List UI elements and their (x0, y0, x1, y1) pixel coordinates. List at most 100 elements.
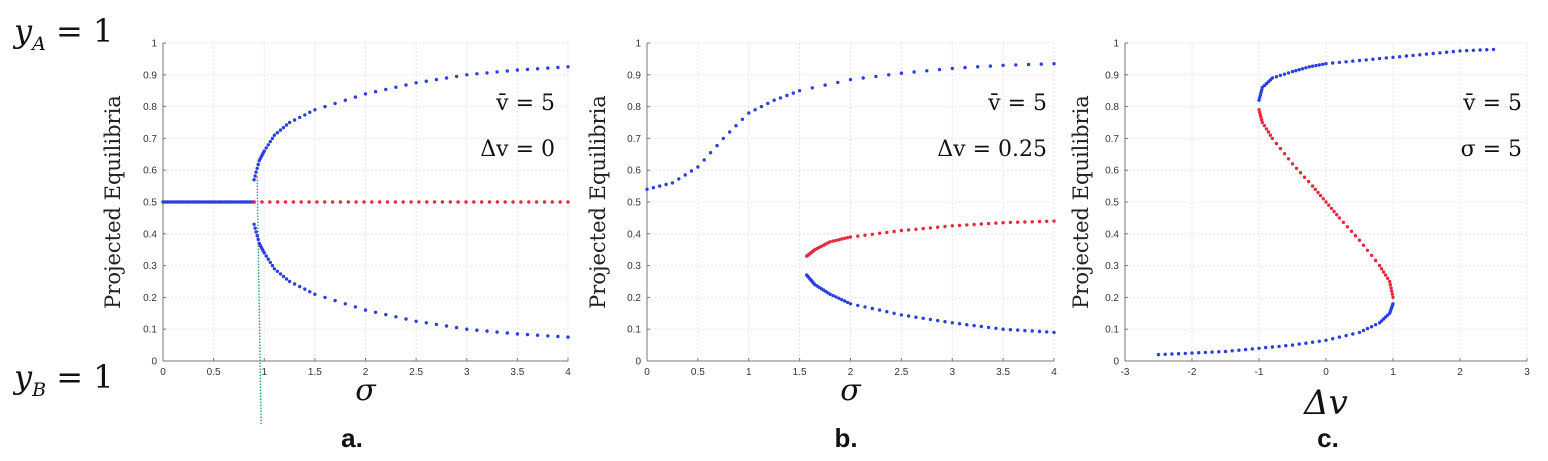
data-point (384, 312, 388, 317)
annotation-0: v̄ = 5 (987, 91, 1047, 116)
data-point (1418, 53, 1422, 57)
data-point (303, 287, 307, 291)
data-point (831, 239, 835, 243)
data-point (1332, 209, 1336, 214)
x-axis-label: Δv (1302, 383, 1348, 423)
data-point (828, 292, 832, 296)
data-point (1270, 76, 1275, 80)
data-point (343, 98, 347, 102)
data-point (863, 233, 867, 237)
data-point (1262, 124, 1267, 128)
data-point (480, 200, 484, 204)
data-point (870, 306, 874, 311)
data-point (1331, 61, 1335, 65)
data-point (1310, 340, 1315, 344)
data-point (1026, 62, 1031, 67)
data-point (264, 146, 268, 150)
data-point (1335, 213, 1339, 217)
y-tick-label: 0.7 (627, 134, 641, 145)
data-point (253, 174, 257, 178)
data-point (914, 315, 918, 319)
data-point (1294, 69, 1298, 73)
data-point (546, 66, 550, 70)
data-point (1297, 342, 1301, 346)
data-point (887, 73, 891, 77)
data-point (1282, 72, 1287, 76)
x-axis-label: σ (840, 373, 862, 408)
data-point (1373, 258, 1378, 263)
data-point (278, 128, 283, 132)
data-point (1286, 71, 1291, 75)
x-tick-label: 1 (746, 367, 752, 378)
data-point (354, 200, 358, 204)
data-point (1298, 171, 1303, 175)
series-1 (805, 219, 1056, 258)
data-point (434, 77, 439, 82)
data-point (515, 332, 520, 336)
data-point (1030, 329, 1034, 333)
data-point (1465, 48, 1469, 53)
data-point (363, 308, 368, 312)
data-point (1045, 219, 1049, 223)
data-point (1364, 58, 1368, 62)
y-tick-label: 0.2 (143, 293, 157, 304)
data-point (972, 323, 976, 328)
data-point (298, 115, 302, 120)
data-point (1384, 56, 1389, 60)
data-point (268, 139, 272, 144)
y-tick-label: 0.5 (1105, 198, 1119, 209)
data-point (525, 332, 530, 337)
x-tick-label: 0 (1323, 367, 1329, 378)
data-point (535, 67, 540, 71)
x-tick-label: 0 (644, 367, 650, 378)
y-tick-label: 0.4 (143, 229, 157, 240)
y-tick-label: 0.6 (143, 166, 157, 177)
data-point (1373, 323, 1378, 327)
data-point (1321, 62, 1325, 66)
data-point (1369, 253, 1374, 258)
series-2 (252, 222, 570, 339)
data-point (843, 236, 847, 240)
data-point (957, 322, 962, 326)
y-tick-label: 0.8 (143, 102, 157, 113)
data-point (1365, 326, 1370, 331)
data-point (515, 68, 520, 72)
data-point (1023, 220, 1027, 224)
data-point (1349, 229, 1354, 233)
data-point (1357, 58, 1362, 63)
x-tick-label: 3 (464, 367, 470, 378)
data-point (976, 65, 980, 69)
data-point (363, 92, 368, 96)
data-point (1278, 73, 1283, 78)
data-point (505, 331, 509, 335)
annotation-0: v̄ = 5 (1462, 91, 1522, 116)
data-point (264, 254, 268, 258)
data-point (1023, 328, 1027, 333)
y-tick-label: 1 (635, 39, 641, 50)
data-point (843, 299, 847, 303)
data-point (1388, 279, 1392, 284)
data-point (728, 130, 732, 134)
data-point (260, 200, 264, 204)
data-point (1388, 283, 1393, 287)
data-point (414, 319, 418, 323)
data-point (840, 237, 844, 241)
data-point (556, 334, 560, 339)
data-point (831, 293, 835, 298)
data-point (284, 277, 289, 281)
data-point (495, 200, 500, 204)
data-point (343, 302, 347, 306)
data-point (1258, 113, 1263, 117)
y-tick-label: 0.9 (1105, 70, 1119, 81)
series-0 (161, 200, 256, 204)
data-point (1391, 295, 1395, 300)
data-point (1451, 49, 1456, 54)
data-point (1344, 333, 1348, 338)
data-point (434, 322, 439, 327)
series-0 (1156, 302, 1395, 357)
data-point (937, 67, 942, 72)
data-point (921, 226, 925, 231)
side-labels: yA = 1 yB = 1 (12, 12, 114, 401)
data-point (810, 86, 814, 90)
data-point (1478, 48, 1482, 52)
